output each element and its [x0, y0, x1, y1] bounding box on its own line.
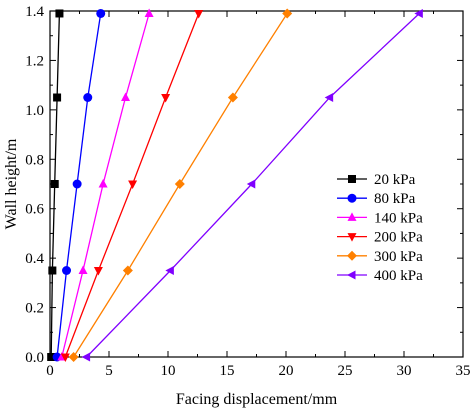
y-tick-label: 0.4: [25, 251, 44, 267]
series-5: [81, 8, 423, 362]
data-point: [53, 93, 62, 102]
data-point: [78, 265, 88, 274]
data-point: [98, 179, 108, 188]
x-tick-label: 0: [46, 363, 54, 379]
data-point: [165, 266, 174, 275]
data-point: [50, 180, 59, 188]
legend-marker: [347, 233, 357, 242]
legend-label: 200 kPa: [374, 230, 423, 246]
y-axis-title: Wall height/m: [3, 138, 20, 229]
legend: 20 kPa 80 kPa 140 kPa 200 kPa 300 kPa 400 kPa: [337, 172, 423, 284]
legend-item: 300 kPa: [337, 249, 423, 265]
y-tick-label: 0.6: [25, 202, 44, 218]
series-0: [47, 9, 64, 361]
data-point: [62, 266, 72, 275]
data-point: [121, 92, 131, 101]
x-tick-label: 5: [105, 363, 113, 379]
series-2: [57, 8, 154, 361]
legend-marker: [347, 270, 356, 280]
series-group: [47, 8, 423, 362]
data-point: [174, 179, 185, 189]
data-point: [161, 94, 171, 103]
data-point: [55, 9, 64, 18]
x-axis-title: Facing displacement/mm: [176, 391, 338, 408]
x-tick-label: 10: [161, 363, 176, 379]
legend-item: 80 kPa: [337, 191, 416, 207]
series-3: [60, 9, 204, 362]
y-tick-label: 1.2: [25, 53, 44, 69]
y-tick-label: 0.0: [25, 350, 44, 366]
legend-item: 20 kPa: [337, 172, 416, 188]
data-point: [93, 267, 103, 276]
data-point: [96, 8, 106, 18]
data-point: [72, 179, 82, 189]
legend-item: 200 kPa: [337, 230, 423, 246]
x-tick-label: 30: [397, 363, 412, 379]
x-tick-label: 25: [338, 363, 353, 379]
data-point: [68, 352, 79, 362]
legend-label: 300 kPa: [374, 249, 423, 265]
data-point: [122, 265, 133, 276]
x-tick-label: 20: [279, 363, 294, 379]
data-point: [144, 8, 154, 17]
data-point: [128, 180, 138, 189]
y-tick-label: 0.8: [25, 152, 44, 168]
y-tick-label: 1.4: [25, 4, 44, 20]
legend-label: 140 kPa: [374, 210, 423, 226]
legend-label: 80 kPa: [374, 191, 416, 207]
x-tick-label: 15: [220, 363, 235, 379]
legend-marker: [347, 250, 357, 261]
data-point: [48, 266, 57, 275]
legend-marker: [347, 212, 357, 221]
data-point: [81, 352, 91, 362]
data-point: [227, 92, 238, 103]
data-point: [83, 93, 93, 102]
data-point: [282, 8, 293, 19]
legend-marker: [348, 175, 356, 183]
legend-item: 400 kPa: [337, 268, 423, 284]
data-point: [414, 8, 423, 18]
legend-label: 400 kPa: [374, 268, 423, 284]
legend-label: 20 kPa: [374, 172, 416, 188]
data-point: [324, 93, 334, 102]
data-point: [246, 179, 256, 189]
series-1: [52, 8, 106, 362]
data-point: [47, 353, 56, 361]
series-4: [68, 8, 293, 362]
y-tick-label: 0.2: [25, 301, 44, 317]
x-tick-label: 35: [456, 363, 470, 379]
y-tick-label: 1.0: [25, 103, 44, 119]
legend-marker: [347, 193, 357, 203]
data-point: [194, 9, 204, 19]
data-point: [60, 353, 70, 362]
legend-item: 140 kPa: [337, 210, 423, 226]
